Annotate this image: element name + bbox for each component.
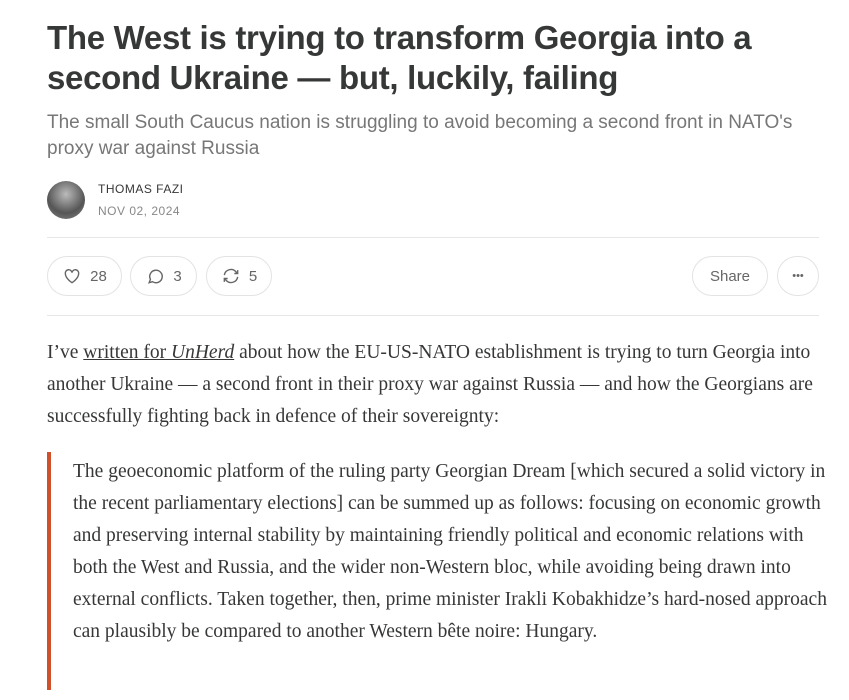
intro-text: I’ve bbox=[47, 342, 84, 363]
post-date: NOV 02, 2024 bbox=[98, 204, 181, 218]
link-italic: UnHerd bbox=[171, 342, 235, 363]
post-title: The West is trying to transform Georgia … bbox=[47, 19, 752, 96]
restack-icon bbox=[223, 268, 239, 284]
unherd-link[interactable]: written for UnHerd bbox=[83, 342, 234, 363]
share-label: Share bbox=[709, 267, 751, 285]
comment-count: 3 bbox=[173, 267, 182, 285]
blockquote-bar bbox=[47, 452, 51, 690]
restack-button[interactable]: 5 bbox=[206, 256, 272, 296]
intro-paragraph: I’ve written for UnHerd about how the EU… bbox=[47, 337, 827, 433]
intro-text-rest: about how the EU-US-NATO establishment i… bbox=[47, 342, 813, 427]
author-name[interactable]: THOMAS FAZI bbox=[98, 182, 184, 196]
more-button[interactable]: ••• bbox=[777, 256, 819, 296]
blockquote-text: The geoeconomic platform of the ruling p… bbox=[73, 461, 827, 642]
comment-icon bbox=[148, 269, 164, 284]
comment-button[interactable]: 3 bbox=[130, 256, 197, 296]
more-icon: ••• bbox=[792, 270, 804, 282]
link-text: written for bbox=[83, 342, 172, 363]
heart-icon bbox=[64, 269, 80, 284]
divider bbox=[47, 315, 819, 316]
author-avatar[interactable] bbox=[47, 181, 85, 219]
like-button[interactable]: 28 bbox=[47, 256, 122, 296]
divider bbox=[47, 237, 819, 238]
post-subtitle: The small South Caucus nation is struggl… bbox=[47, 112, 793, 159]
share-button[interactable]: Share bbox=[692, 256, 768, 296]
like-count: 28 bbox=[90, 267, 107, 285]
restack-count: 5 bbox=[248, 267, 258, 285]
